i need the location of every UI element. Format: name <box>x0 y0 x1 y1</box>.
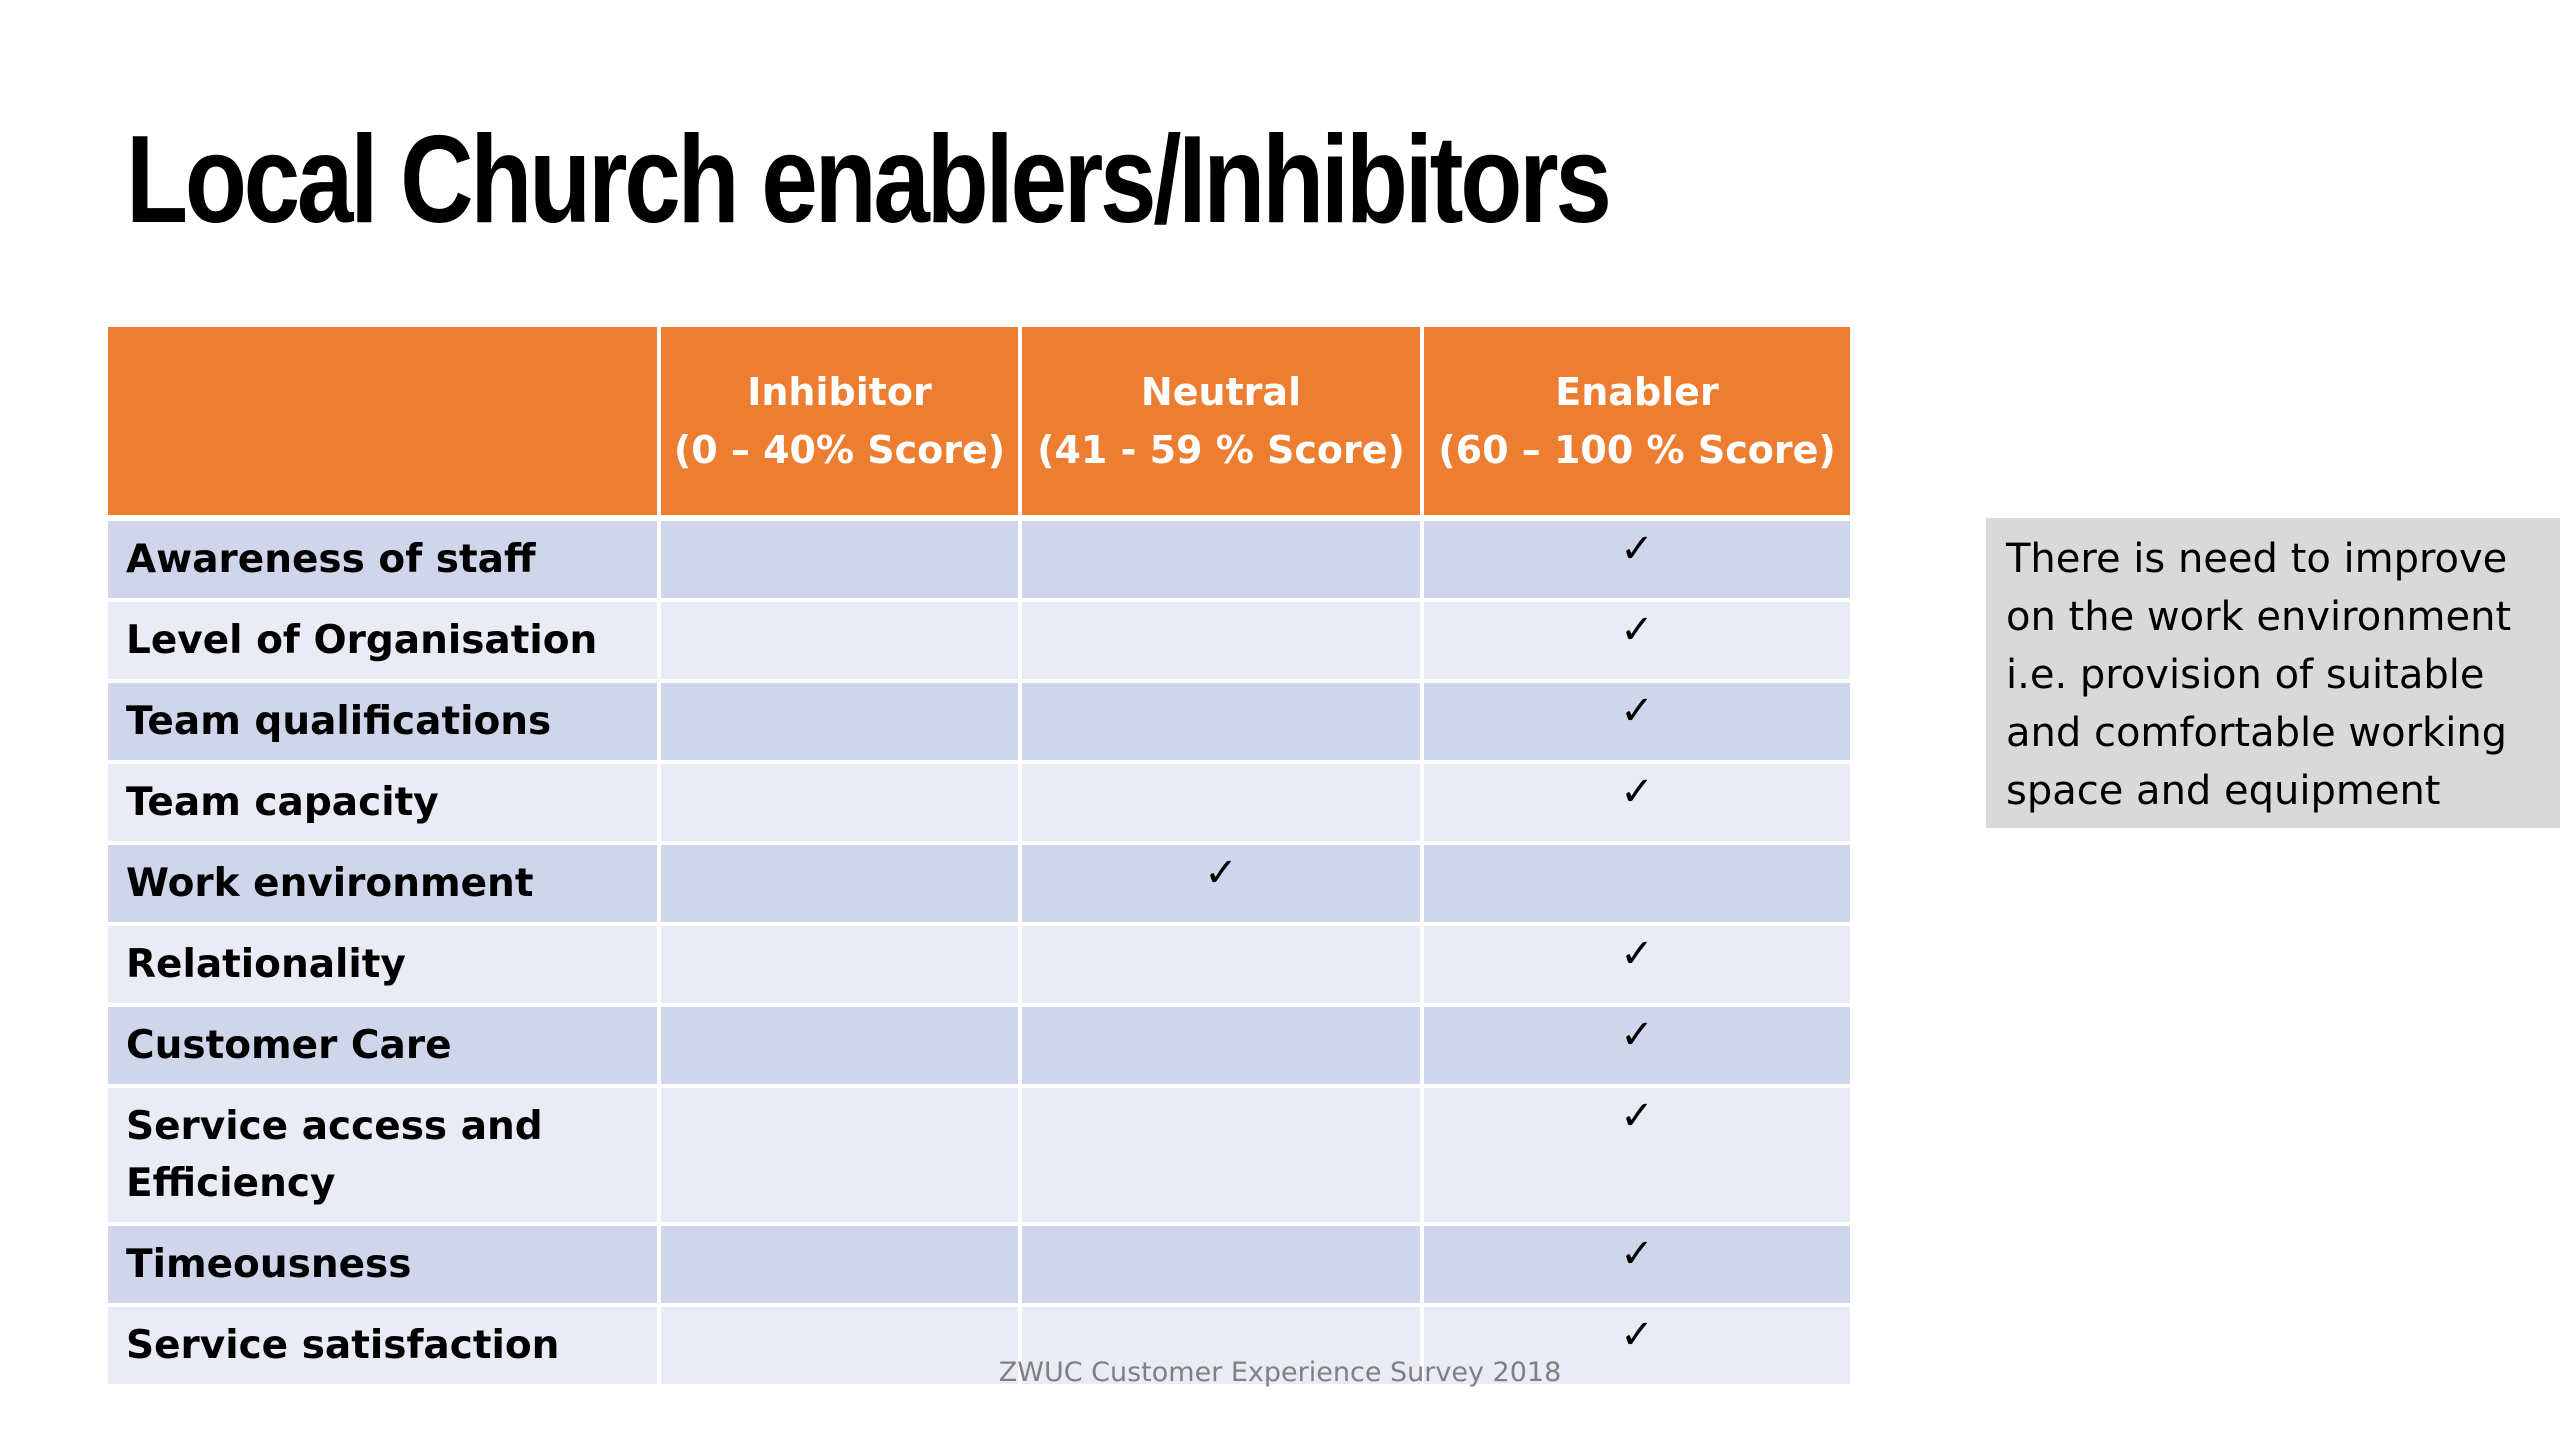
table-row: Team qualifications ✓ <box>108 679 1850 762</box>
header-line-1: Enabler <box>1555 370 1719 414</box>
neutral-cell: ✓ <box>1018 841 1422 924</box>
inhibitor-cell <box>657 760 1020 843</box>
table-row: Timeousness ✓ <box>108 1222 1850 1305</box>
slide-title: Local Church enablers/Inhibitors <box>126 111 1612 249</box>
row-label: Level of Organisation <box>108 598 659 681</box>
table-header-row: Inhibitor (0 – 40% Score) Neutral (41 - … <box>108 327 1850 521</box>
enabler-cell: ✓ <box>1420 598 1850 681</box>
header-line-2: (0 – 40% Score) <box>673 428 1006 472</box>
inhibitor-cell <box>657 1222 1020 1305</box>
enabler-cell: ✓ <box>1420 760 1850 843</box>
enabler-cell: ✓ <box>1420 922 1850 1005</box>
neutral-cell <box>1018 598 1422 681</box>
neutral-cell <box>1018 516 1422 600</box>
table-row: Team capacity ✓ <box>108 760 1850 843</box>
header-line-2: (41 - 59 % Score) <box>1037 428 1405 472</box>
table-row: Awareness of staff ✓ <box>108 516 1850 600</box>
header-line-1: Neutral <box>1140 370 1302 414</box>
neutral-cell <box>1018 760 1422 843</box>
callout-note: There is need to improve on the work env… <box>1986 518 2560 828</box>
row-label: Customer Care <box>108 1003 659 1086</box>
table-row: Level of Organisation ✓ <box>108 598 1850 681</box>
enabler-cell: ✓ <box>1420 1222 1850 1305</box>
table-row: Service satisfaction ✓ <box>108 1303 1850 1384</box>
table-row: Service access and Efficiency ✓ <box>108 1084 1850 1224</box>
enablers-inhibitors-table: Inhibitor (0 – 40% Score) Neutral (41 - … <box>108 327 1850 1384</box>
row-label: Work environment <box>108 841 659 924</box>
neutral-cell <box>1018 679 1422 762</box>
header-cell-inhibitor: Inhibitor (0 – 40% Score) <box>657 327 1020 521</box>
inhibitor-cell <box>657 922 1020 1005</box>
row-label: Team capacity <box>108 760 659 843</box>
row-label: Awareness of staff <box>108 516 659 600</box>
inhibitor-cell <box>657 679 1020 762</box>
enabler-cell: ✓ <box>1420 1003 1850 1086</box>
row-label: Team qualifications <box>108 679 659 762</box>
row-label: Timeousness <box>108 1222 659 1305</box>
table-row: Work environment ✓ <box>108 841 1850 924</box>
footer-source: ZWUC Customer Experience Survey 2018 <box>998 1357 1562 1388</box>
enabler-cell: ✓ <box>1420 516 1850 600</box>
row-label: Relationality <box>108 922 659 1005</box>
neutral-cell <box>1018 1003 1422 1086</box>
header-cell-neutral: Neutral (41 - 59 % Score) <box>1018 327 1422 521</box>
enabler-cell <box>1420 841 1850 924</box>
neutral-cell <box>1018 1303 1422 1384</box>
inhibitor-cell <box>657 1003 1020 1086</box>
inhibitor-cell <box>657 1303 1020 1384</box>
header-cell-enabler: Enabler (60 – 100 % Score) <box>1420 327 1850 521</box>
enabler-cell: ✓ <box>1420 1084 1850 1224</box>
header-cell-blank <box>108 327 659 521</box>
header-line-2: (60 – 100 % Score) <box>1438 428 1836 472</box>
inhibitor-cell <box>657 598 1020 681</box>
header-line-1: Inhibitor <box>747 370 932 414</box>
table-row: Customer Care ✓ <box>108 1003 1850 1086</box>
inhibitor-cell <box>657 1084 1020 1224</box>
row-label: Service access and Efficiency <box>108 1084 659 1224</box>
neutral-cell <box>1018 1084 1422 1224</box>
neutral-cell <box>1018 1222 1422 1305</box>
neutral-cell <box>1018 922 1422 1005</box>
inhibitor-cell <box>657 516 1020 600</box>
enabler-cell: ✓ <box>1420 1303 1850 1384</box>
enabler-cell: ✓ <box>1420 679 1850 762</box>
inhibitor-cell <box>657 841 1020 924</box>
table-row: Relationality ✓ <box>108 922 1850 1005</box>
row-label: Service satisfaction <box>108 1303 659 1384</box>
